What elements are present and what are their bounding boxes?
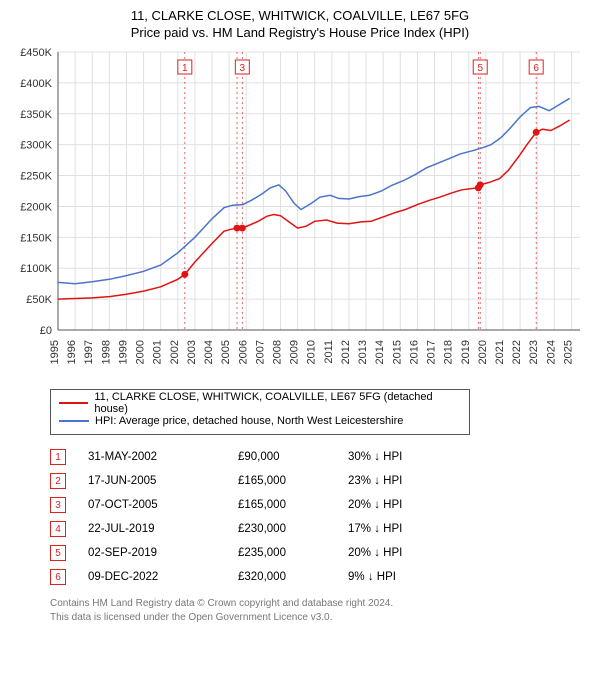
svg-text:£450K: £450K [20, 47, 52, 59]
svg-text:1996: 1996 [66, 340, 78, 364]
attribution-footer: Contains HM Land Registry data © Crown c… [50, 597, 590, 624]
svg-text:1999: 1999 [117, 340, 129, 364]
transaction-delta: 17% ↓ HPI [348, 523, 468, 535]
svg-text:£100K: £100K [20, 263, 52, 275]
chart-subtitle: Price paid vs. HM Land Registry's House … [10, 25, 590, 40]
svg-text:6: 6 [533, 63, 539, 74]
svg-text:2000: 2000 [135, 340, 147, 364]
legend: 11, CLARKE CLOSE, WHITWICK, COALVILLE, L… [50, 389, 470, 435]
svg-text:£50K: £50K [26, 294, 52, 306]
svg-text:£350K: £350K [20, 109, 52, 121]
svg-text:1: 1 [182, 63, 188, 74]
transaction-row: 1 31-MAY-2002£90,00030% ↓ HPI [50, 445, 590, 469]
transaction-row: 5 02-SEP-2019£235,00020% ↓ HPI [50, 541, 590, 565]
transaction-date: 17-JUN-2005 [88, 475, 238, 487]
svg-text:2016: 2016 [408, 340, 420, 364]
svg-text:2005: 2005 [220, 340, 232, 364]
svg-text:2025: 2025 [562, 340, 574, 364]
svg-text:2019: 2019 [460, 340, 472, 364]
legend-swatch [59, 420, 89, 422]
transaction-badge: 5 [50, 545, 66, 561]
price-chart: £0 £50K £100K £150K £200K £250K £300K £350K £400… [10, 46, 590, 376]
legend-item: HPI: Average price, detached house, Nort… [59, 412, 461, 430]
svg-text:2022: 2022 [511, 340, 523, 364]
svg-text:£200K: £200K [20, 201, 52, 213]
chart-container: £0 £50K £100K £150K £200K £250K £300K £350K £400… [10, 46, 590, 381]
transaction-delta: 20% ↓ HPI [348, 499, 468, 511]
transaction-date: 07-OCT-2005 [88, 499, 238, 511]
transaction-row: 4 22-JUL-2019£230,00017% ↓ HPI [50, 517, 590, 541]
svg-text:£150K: £150K [20, 232, 52, 244]
footer-line: Contains HM Land Registry data © Crown c… [50, 597, 590, 611]
transaction-delta: 23% ↓ HPI [348, 475, 468, 487]
svg-text:2023: 2023 [528, 340, 540, 364]
transaction-price: £320,000 [238, 571, 348, 583]
transaction-row: 3 07-OCT-2005£165,00020% ↓ HPI [50, 493, 590, 517]
svg-text:2008: 2008 [271, 340, 283, 364]
transaction-badge: 4 [50, 521, 66, 537]
svg-text:2004: 2004 [203, 340, 215, 364]
svg-text:2024: 2024 [545, 340, 557, 364]
svg-text:2014: 2014 [374, 340, 386, 364]
transaction-price: £90,000 [238, 451, 348, 463]
svg-text:2020: 2020 [477, 340, 489, 364]
transaction-price: £165,000 [238, 499, 348, 511]
svg-text:3: 3 [240, 63, 246, 74]
svg-text:£300K: £300K [20, 140, 52, 152]
svg-text:2006: 2006 [237, 340, 249, 364]
transaction-date: 31-MAY-2002 [88, 451, 238, 463]
legend-label: 11, CLARKE CLOSE, WHITWICK, COALVILLE, L… [94, 391, 461, 415]
transaction-price: £230,000 [238, 523, 348, 535]
svg-text:2018: 2018 [443, 340, 455, 364]
legend-item: 11, CLARKE CLOSE, WHITWICK, COALVILLE, L… [59, 394, 461, 412]
svg-text:1995: 1995 [49, 340, 61, 364]
transaction-date: 22-JUL-2019 [88, 523, 238, 535]
svg-text:2012: 2012 [340, 340, 352, 364]
svg-text:2021: 2021 [494, 340, 506, 364]
svg-text:2009: 2009 [289, 340, 301, 364]
svg-text:2010: 2010 [306, 340, 318, 364]
svg-text:2002: 2002 [169, 340, 181, 364]
transaction-delta: 20% ↓ HPI [348, 547, 468, 559]
svg-text:£0: £0 [40, 325, 52, 337]
svg-text:2015: 2015 [391, 340, 403, 364]
transaction-date: 09-DEC-2022 [88, 571, 238, 583]
chart-title: 11, CLARKE CLOSE, WHITWICK, COALVILLE, L… [10, 8, 590, 23]
svg-text:2007: 2007 [254, 340, 266, 364]
transaction-row: 6 09-DEC-2022£320,0009% ↓ HPI [50, 565, 590, 589]
transaction-row: 2 17-JUN-2005£165,00023% ↓ HPI [50, 469, 590, 493]
svg-text:2003: 2003 [186, 340, 198, 364]
transaction-price: £235,000 [238, 547, 348, 559]
svg-text:1998: 1998 [100, 340, 112, 364]
svg-text:5: 5 [477, 63, 483, 74]
transaction-badge: 3 [50, 497, 66, 513]
transaction-badge: 6 [50, 569, 66, 585]
svg-text:£250K: £250K [20, 171, 52, 183]
chart-header: 11, CLARKE CLOSE, WHITWICK, COALVILLE, L… [10, 8, 590, 40]
footer-line: This data is licensed under the Open Gov… [50, 611, 590, 625]
legend-label: HPI: Average price, detached house, Nort… [95, 415, 403, 427]
svg-text:1997: 1997 [83, 340, 95, 364]
transactions-table: 1 31-MAY-2002£90,00030% ↓ HPI 2 17-JUN-2005… [50, 445, 590, 589]
svg-text:£400K: £400K [20, 78, 52, 90]
legend-swatch [59, 402, 88, 404]
svg-text:2001: 2001 [152, 340, 164, 364]
transaction-delta: 9% ↓ HPI [348, 571, 468, 583]
transaction-badge: 2 [50, 473, 66, 489]
transaction-badge: 1 [50, 449, 66, 465]
transaction-price: £165,000 [238, 475, 348, 487]
svg-text:2011: 2011 [323, 340, 335, 364]
svg-text:2017: 2017 [426, 340, 438, 364]
transaction-delta: 30% ↓ HPI [348, 451, 468, 463]
svg-text:2013: 2013 [357, 340, 369, 364]
transaction-date: 02-SEP-2019 [88, 547, 238, 559]
